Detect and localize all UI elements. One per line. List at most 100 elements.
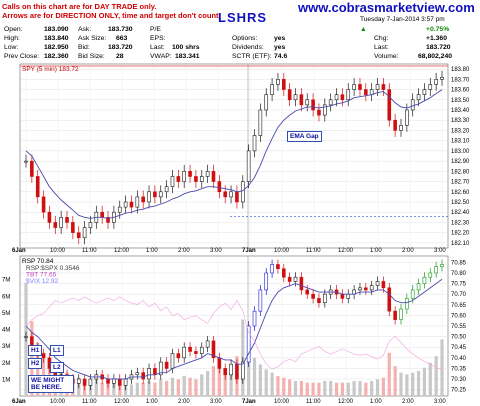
quote-header: Open: 183.090 High: 183.840 Low: 182.950… xyxy=(0,26,480,62)
rsp-xtick: 10:00 xyxy=(274,399,290,405)
spy-xtick: 12:00 xyxy=(114,248,130,254)
rsp-volume-bar xyxy=(299,381,303,396)
rsp-candle xyxy=(170,353,175,369)
open-label: Open: xyxy=(4,26,23,33)
rsp-xtick: 12:00 xyxy=(114,399,130,405)
spy-candle xyxy=(428,84,433,90)
spy-candle xyxy=(328,99,333,106)
rsp-vol-tick: 6M xyxy=(2,294,10,300)
spy-xtick: 7Jan xyxy=(242,248,256,254)
spy-xtick: 10:00 xyxy=(50,248,66,254)
rsp-candle xyxy=(246,325,251,363)
note-line-1: Calls on this chart are for DAY TRADE on… xyxy=(2,2,157,11)
rsp-volume-bar xyxy=(165,381,169,396)
spy-ytick: 183.20 xyxy=(451,128,470,134)
spy-ytick: 182.20 xyxy=(451,231,470,237)
rsp-volume-bar xyxy=(381,377,386,396)
rsp-volume-bar xyxy=(194,379,198,396)
spy-candle xyxy=(323,104,327,116)
bid-label: Bid: xyxy=(78,44,90,51)
spy-candle xyxy=(30,160,34,177)
rsp-candle xyxy=(88,378,93,386)
rsp-volume-bar xyxy=(188,377,192,396)
rsp-vol-tick: 3M xyxy=(2,344,10,350)
open-value: 183.090 xyxy=(44,26,69,33)
site-url[interactable]: www.cobrasmarketview.com xyxy=(298,0,475,15)
bid-size-value: 28 xyxy=(116,53,124,60)
charts-svg: 183.80 183.70 183.60 183.50 183.40 183.30 183.… xyxy=(2,63,470,405)
spy-xtick: 12:00 xyxy=(338,248,354,254)
last2-label: Last: xyxy=(374,44,389,51)
spy-candle xyxy=(71,222,75,233)
spy-candle xyxy=(129,201,134,208)
tbt-line xyxy=(25,296,443,370)
eps-label: EPS: xyxy=(150,35,166,42)
bid-size-label: Bid Size: xyxy=(78,53,105,60)
rsp-xtick: 11:00 xyxy=(82,399,97,405)
last2-value: 183.720 xyxy=(426,44,451,51)
rsp-volume-bar xyxy=(364,382,368,396)
rsp-ytick: 70.85 xyxy=(451,260,467,266)
spy-ytick: 183.60 xyxy=(451,88,470,94)
spy-ytick: 183.10 xyxy=(451,139,470,145)
rsp-candle xyxy=(258,289,263,312)
rsp-candle xyxy=(340,293,345,299)
spy-candle xyxy=(199,176,204,182)
rsp-ytick: 70.60 xyxy=(451,313,467,319)
symbol-title: LSHRS xyxy=(218,10,268,25)
rsp-candle xyxy=(235,363,239,380)
rsp-volume-bar xyxy=(358,381,362,396)
rsp-ema-line xyxy=(25,278,443,380)
spy-candle xyxy=(240,181,245,203)
rsp-volume-bar xyxy=(387,352,391,396)
spy-candle xyxy=(135,196,140,208)
rsp-candle xyxy=(305,289,310,295)
rsp-volume-bar xyxy=(211,366,216,396)
rsp-title: RSP 70.84 xyxy=(22,258,54,265)
dividends-value: yes xyxy=(274,44,286,51)
low-value: 182.950 xyxy=(44,44,69,51)
rsp-candle xyxy=(82,378,87,386)
sctr-label: SCTR (ETF): xyxy=(232,53,272,60)
rsp-volume-bar xyxy=(416,371,421,396)
volume-value: 68,802,240 xyxy=(418,53,453,60)
spy-candle xyxy=(352,84,356,90)
rsp-candle xyxy=(381,281,386,289)
rsp-candle xyxy=(428,272,433,278)
spy-xtick: 10:00 xyxy=(274,248,290,254)
rsp-volume-bar xyxy=(440,339,444,396)
spy-candle xyxy=(153,191,157,198)
rsp-volume-bar xyxy=(147,381,151,396)
rsp-volume-bar xyxy=(329,381,333,396)
spy-ytick: 183.00 xyxy=(451,149,470,155)
spy-candle xyxy=(375,84,380,90)
rsp-candle xyxy=(147,368,151,380)
spy-candle xyxy=(358,84,362,90)
rsp-volume-bar xyxy=(159,379,163,396)
sctr-value: 74.6 xyxy=(274,53,288,60)
rsp-ytick: 70.70 xyxy=(451,292,467,298)
spy-candle xyxy=(282,79,286,90)
rsp-volume-bar xyxy=(106,382,110,396)
spy-ytick: 183.40 xyxy=(451,108,470,114)
options-label: Options: xyxy=(232,35,258,42)
h1-label: H1 xyxy=(28,345,43,356)
high-label: High: xyxy=(4,35,20,42)
spy-candle xyxy=(24,160,28,163)
spy-candle xyxy=(182,171,186,182)
rsp-candle xyxy=(188,346,192,352)
rsp-volume-bar xyxy=(375,379,380,396)
rsp-candle xyxy=(41,353,46,359)
spy-xtick: 2:00 xyxy=(402,248,414,254)
rsp-candle xyxy=(223,368,228,376)
prev-close-label: Prev Close: xyxy=(4,53,40,60)
spy-candle xyxy=(211,171,216,182)
spy-candle xyxy=(76,232,81,239)
rsp-volume-bar xyxy=(399,372,403,396)
spy-candle xyxy=(264,94,269,111)
rsp-xtick: 3:00 xyxy=(434,399,446,405)
rsp-legend-item: $VIX 12.92 xyxy=(26,278,59,285)
spy-candle xyxy=(246,150,251,182)
rsp-candle xyxy=(405,298,409,310)
spy-candle xyxy=(270,84,274,95)
